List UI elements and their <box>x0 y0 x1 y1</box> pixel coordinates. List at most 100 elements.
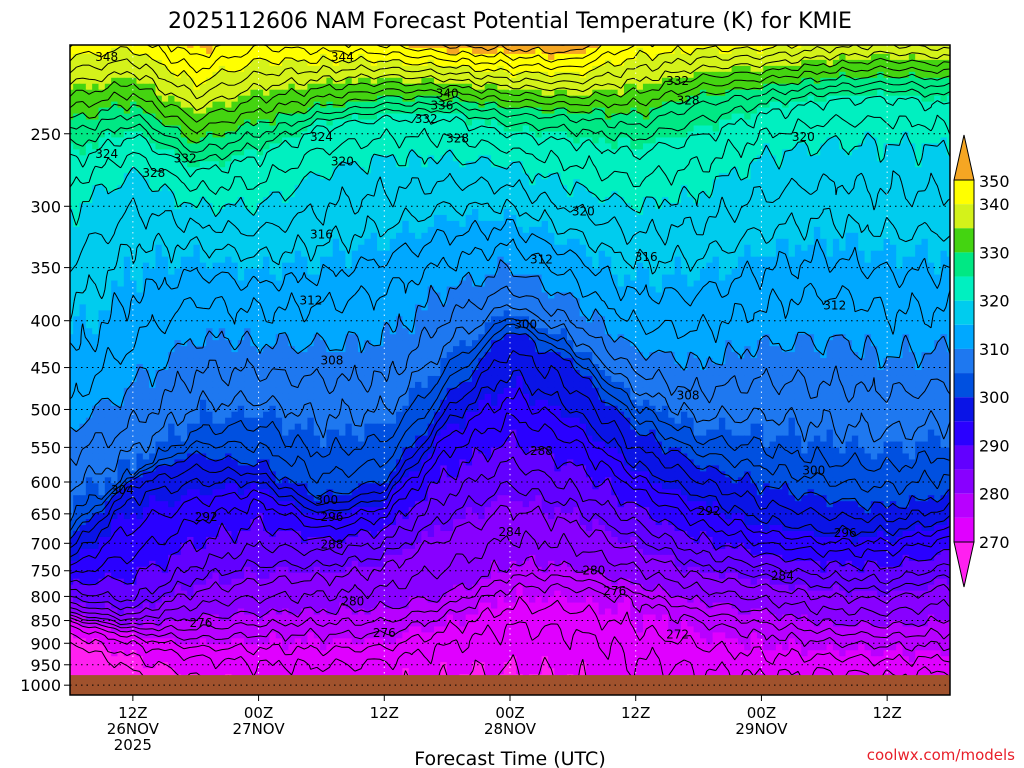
fill-cell <box>896 220 904 228</box>
fill-cell <box>573 155 581 162</box>
fill-cell <box>396 83 403 91</box>
fill-cell <box>725 59 733 67</box>
fill-cell <box>883 238 891 246</box>
fill-cell <box>263 101 271 109</box>
fill-cell <box>446 167 454 174</box>
fill-cell <box>864 238 872 246</box>
fill-cell <box>370 179 378 186</box>
fill-cell <box>282 220 290 228</box>
fill-cell <box>706 113 714 121</box>
fill-cell <box>712 125 720 133</box>
fill-cell <box>250 220 258 228</box>
fill-cell <box>174 185 182 192</box>
fill-cell <box>579 143 587 150</box>
fill-cell <box>731 131 739 139</box>
fill-cell <box>649 244 657 252</box>
fill-cell <box>858 119 866 127</box>
fill-cell <box>807 197 815 204</box>
fill-cell <box>896 47 904 55</box>
fill-cell <box>573 244 581 252</box>
fill-cell <box>642 197 650 204</box>
fill-cell <box>547 137 555 144</box>
fill-cell <box>465 125 473 133</box>
fill-cell <box>858 95 866 103</box>
fill-cell <box>940 161 948 168</box>
fill-cell <box>85 113 93 121</box>
fill-cell <box>73 47 81 55</box>
fill-cell <box>434 167 441 174</box>
fill-cell <box>668 238 676 246</box>
fill-cell <box>687 155 695 162</box>
fill-cell <box>383 191 391 198</box>
fill-cell <box>174 119 182 127</box>
fill-cell <box>282 238 290 246</box>
fill-cell <box>465 53 473 61</box>
fill-cell <box>244 179 252 186</box>
fill-cell <box>212 179 220 186</box>
fill-cell <box>440 53 448 61</box>
fill-cell <box>908 173 916 180</box>
fill-cell <box>320 179 327 186</box>
fill-cell <box>845 167 853 174</box>
fill-cell <box>358 191 365 198</box>
fill-cell <box>750 47 758 55</box>
fill-cell <box>402 47 410 55</box>
fill-cell <box>149 149 157 156</box>
fill-cell <box>446 119 454 127</box>
fill-cell <box>813 191 821 198</box>
fill-cell <box>503 155 511 162</box>
fill-cell <box>339 244 346 252</box>
fill-cell <box>193 131 201 139</box>
fill-cell <box>370 89 378 97</box>
fill-cell <box>142 167 150 174</box>
fill-cell <box>339 53 346 61</box>
fill-cell <box>421 167 429 174</box>
fill-cell <box>573 59 581 67</box>
fill-cell <box>301 197 309 204</box>
fill-cell <box>870 197 878 204</box>
fill-cell <box>130 107 138 115</box>
fill-cell <box>718 208 726 216</box>
fill-cell <box>345 155 353 162</box>
fill-cell <box>510 220 517 228</box>
fill-cell <box>244 155 252 162</box>
fill-cell <box>326 83 334 91</box>
fill-cell <box>396 53 403 61</box>
fill-cell <box>364 197 372 204</box>
fill-cell <box>446 161 454 168</box>
fill-cell <box>851 47 859 55</box>
fill-cell <box>320 101 327 109</box>
fill-cell <box>661 185 669 192</box>
fill-cell <box>712 155 720 162</box>
fill-cell <box>883 107 891 115</box>
fill-cell <box>396 167 403 174</box>
fill-cell <box>294 232 302 240</box>
fill-cell <box>718 113 726 121</box>
fill-cell <box>877 191 885 198</box>
fill-cell <box>446 173 454 180</box>
fill-cell <box>541 220 549 228</box>
fill-cell <box>756 167 764 174</box>
fill-cell <box>826 244 834 252</box>
fill-cell <box>123 131 131 139</box>
fill-cell <box>345 71 353 79</box>
fill-cell <box>85 45 93 49</box>
fill-cell <box>408 250 416 258</box>
fill-cell <box>718 53 726 61</box>
fill-cell <box>142 131 150 139</box>
fill-cell <box>889 214 897 222</box>
fill-cell <box>199 143 207 150</box>
fill-cell <box>851 119 859 127</box>
fill-cell <box>453 149 460 156</box>
fill-cell <box>661 167 669 174</box>
fill-cell <box>301 77 309 85</box>
fill-cell <box>750 161 758 168</box>
fill-cell <box>98 238 106 246</box>
fill-cell <box>832 119 840 127</box>
fill-cell <box>604 167 612 174</box>
fill-cell <box>320 125 327 133</box>
fill-cell <box>351 53 359 61</box>
fill-cell <box>377 220 384 228</box>
fill-cell <box>212 244 220 252</box>
fill-cell <box>547 173 555 180</box>
